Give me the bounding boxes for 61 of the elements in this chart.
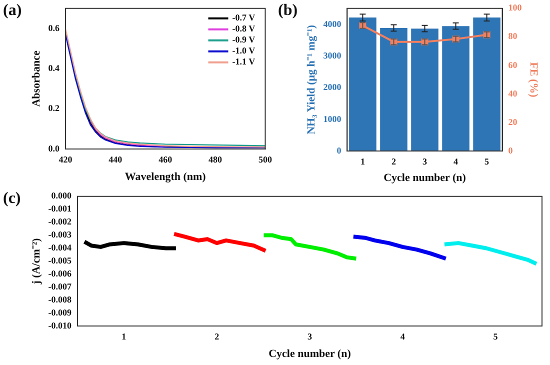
legend-label: -0.7 V [232, 12, 256, 23]
y-tick-label: -0.002 [48, 216, 72, 227]
x-tick-label: 460 [158, 154, 173, 165]
y-tick-label: -0.010 [48, 320, 72, 330]
text: (b) [278, 2, 298, 20]
y-axis-title: Absorbance [30, 50, 42, 107]
y2-tick-label: 80 [508, 31, 518, 42]
y-axis-title: NH₃ Yield (μg h⁻¹ mg⁻¹) [305, 24, 318, 134]
y-tick-label: 0.2 [48, 103, 60, 114]
y-tick-label: 0.6 [48, 22, 60, 33]
y-tick-label: -0.006 [48, 268, 72, 278]
legend-label: -1.1 V [232, 56, 256, 67]
x-tick-label: 480 [208, 154, 223, 165]
bar [349, 18, 376, 151]
x-tick-label: 1 [360, 156, 366, 167]
y2-tick-label: 0 [508, 145, 514, 156]
x-axis-title: Cycle number (n) [384, 172, 466, 184]
y-tick-label: 0 [336, 145, 342, 156]
y-tick-label: 2000 [323, 82, 342, 92]
x-tick-label: 2 [214, 332, 220, 342]
y2-axis-title: FE (%) [528, 62, 540, 98]
legend-label: -0.9 V [232, 34, 256, 45]
bar [380, 28, 408, 151]
legend-label: -0.8 V [232, 24, 256, 34]
y-tick-label: 3000 [323, 50, 342, 61]
x-tick-label: 1 [122, 332, 127, 342]
y-tick-label: -0.004 [48, 242, 72, 253]
y2-tick-label: 100 [508, 2, 522, 13]
x-tick-label: 2 [391, 156, 396, 167]
x-tick-label: 440 [108, 154, 123, 165]
x-tick-label: 3 [422, 156, 428, 167]
x-tick-label: 420 [58, 154, 73, 165]
bar [411, 28, 438, 151]
text: (c) [3, 190, 21, 208]
y-tick-label: 0.000 [51, 190, 72, 201]
x-axis-title: Wavelength (nm) [124, 171, 206, 184]
y-tick-label: -0.009 [48, 307, 72, 318]
y-tick-label: 1000 [323, 114, 342, 124]
y-tick-label: 4000 [323, 19, 342, 30]
x-tick-label: 4 [400, 332, 406, 342]
x-tick-label: 4 [454, 156, 459, 167]
y-tick-label: 0.4 [48, 62, 60, 73]
y-tick-label: -0.005 [48, 256, 72, 266]
bar [442, 26, 470, 151]
x-axis-title: Cycle number (n) [268, 348, 352, 360]
x-tick-label: 3 [307, 332, 312, 342]
bar [473, 18, 500, 151]
y-tick-label: -0.003 [48, 230, 72, 240]
y-tick-label: -0.007 [48, 281, 72, 292]
y-tick-label: 0.0 [48, 143, 60, 154]
text: (a) [3, 2, 22, 20]
y2-tick-label: 20 [508, 116, 518, 127]
y2-tick-label: 40 [508, 88, 518, 98]
y-tick-label: -0.008 [48, 294, 72, 304]
x-tick-label: 500 [258, 154, 272, 165]
legend-label: -1.0 V [232, 46, 256, 56]
x-tick-label: 5 [484, 156, 490, 167]
y-axis-title: j (A/cm⁻²) [30, 238, 42, 286]
y2-tick-label: 60 [508, 60, 518, 70]
x-tick-label: 5 [493, 332, 498, 342]
y-tick-label: -0.001 [48, 204, 72, 214]
